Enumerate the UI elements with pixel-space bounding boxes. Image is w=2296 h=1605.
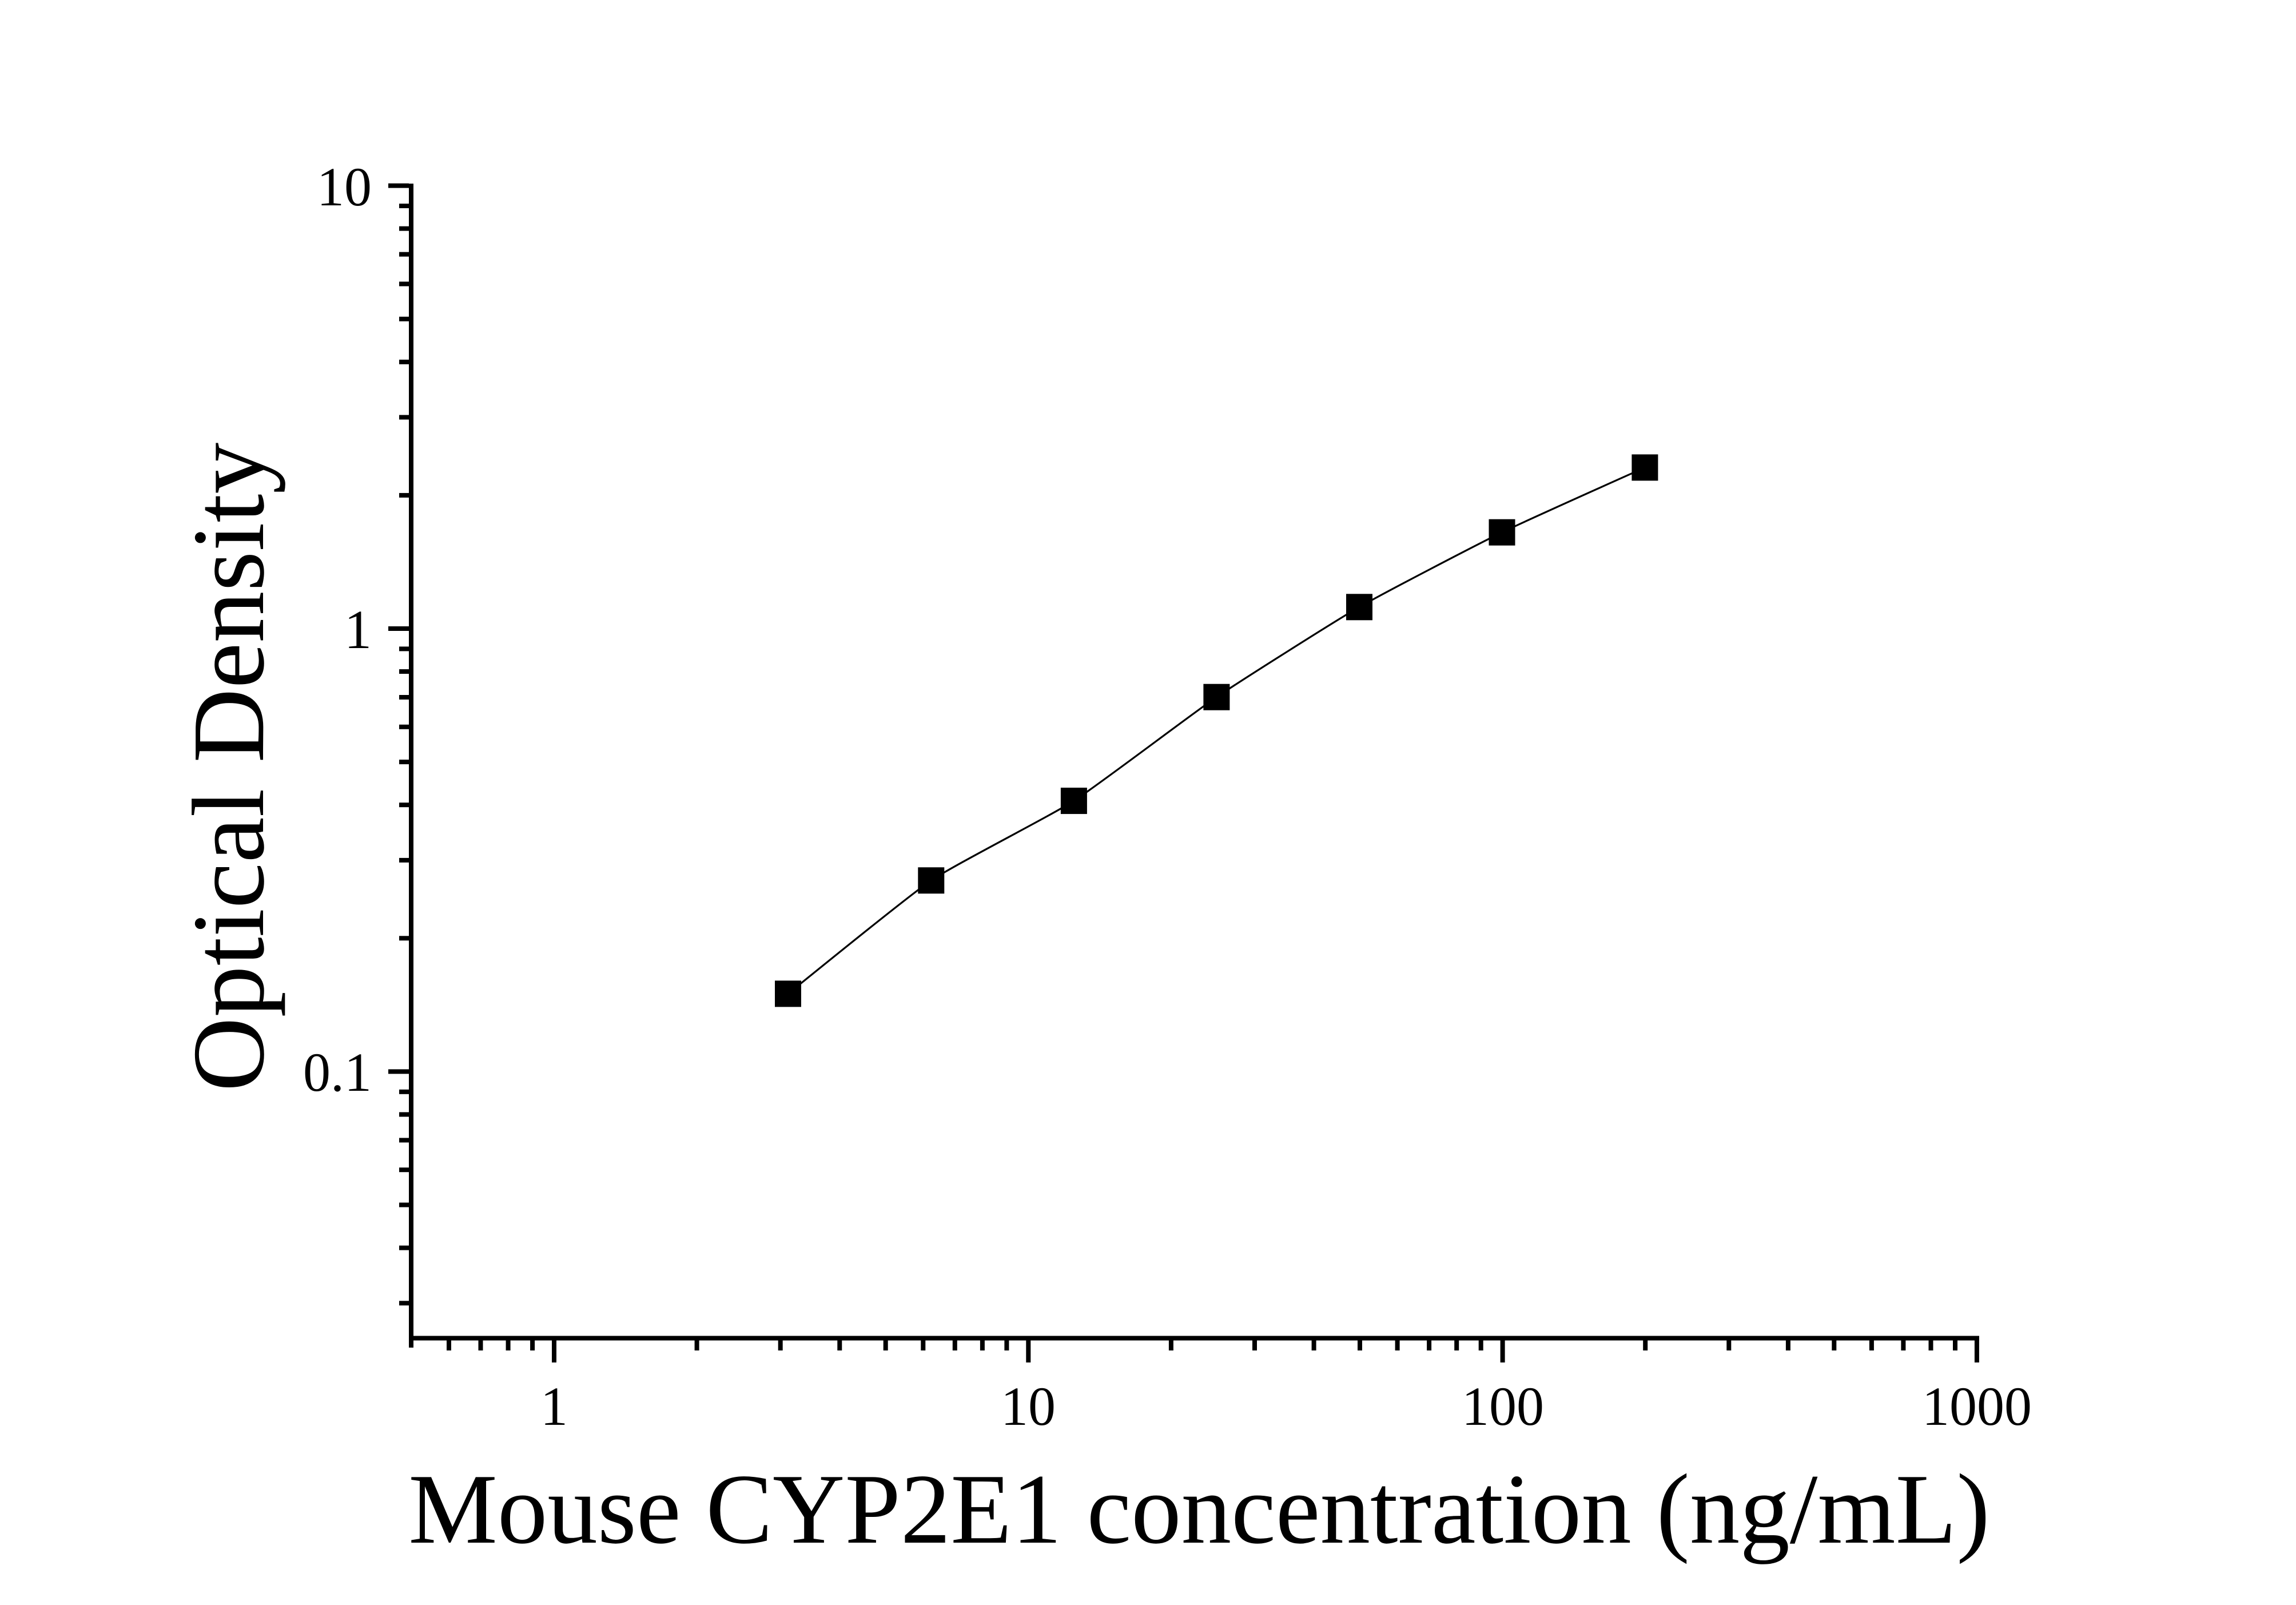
svg-text:10: 10 — [317, 156, 372, 217]
svg-text:Mouse CYP2E1 concentration (ng: Mouse CYP2E1 concentration (ng/mL) — [408, 1453, 1989, 1564]
svg-text:1: 1 — [540, 1376, 568, 1437]
svg-text:0.1: 0.1 — [303, 1042, 372, 1103]
svg-text:10: 10 — [1001, 1376, 1056, 1437]
svg-text:Optical Density: Optical Density — [172, 443, 285, 1092]
svg-text:1: 1 — [344, 599, 372, 660]
svg-text:100: 100 — [1462, 1376, 1544, 1437]
svg-text:1000: 1000 — [1922, 1376, 2032, 1437]
